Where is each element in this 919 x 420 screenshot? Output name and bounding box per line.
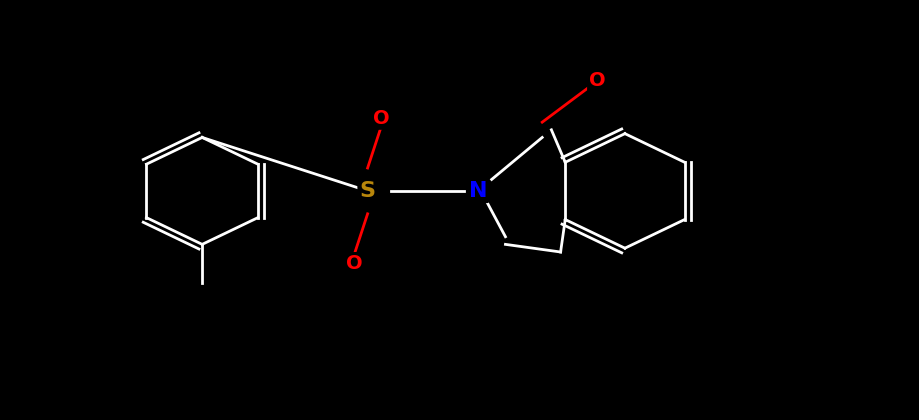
Text: O: O xyxy=(346,254,362,273)
Text: N: N xyxy=(469,181,487,201)
Text: S: S xyxy=(359,181,376,201)
Text: O: O xyxy=(589,71,606,90)
Text: O: O xyxy=(373,109,390,128)
